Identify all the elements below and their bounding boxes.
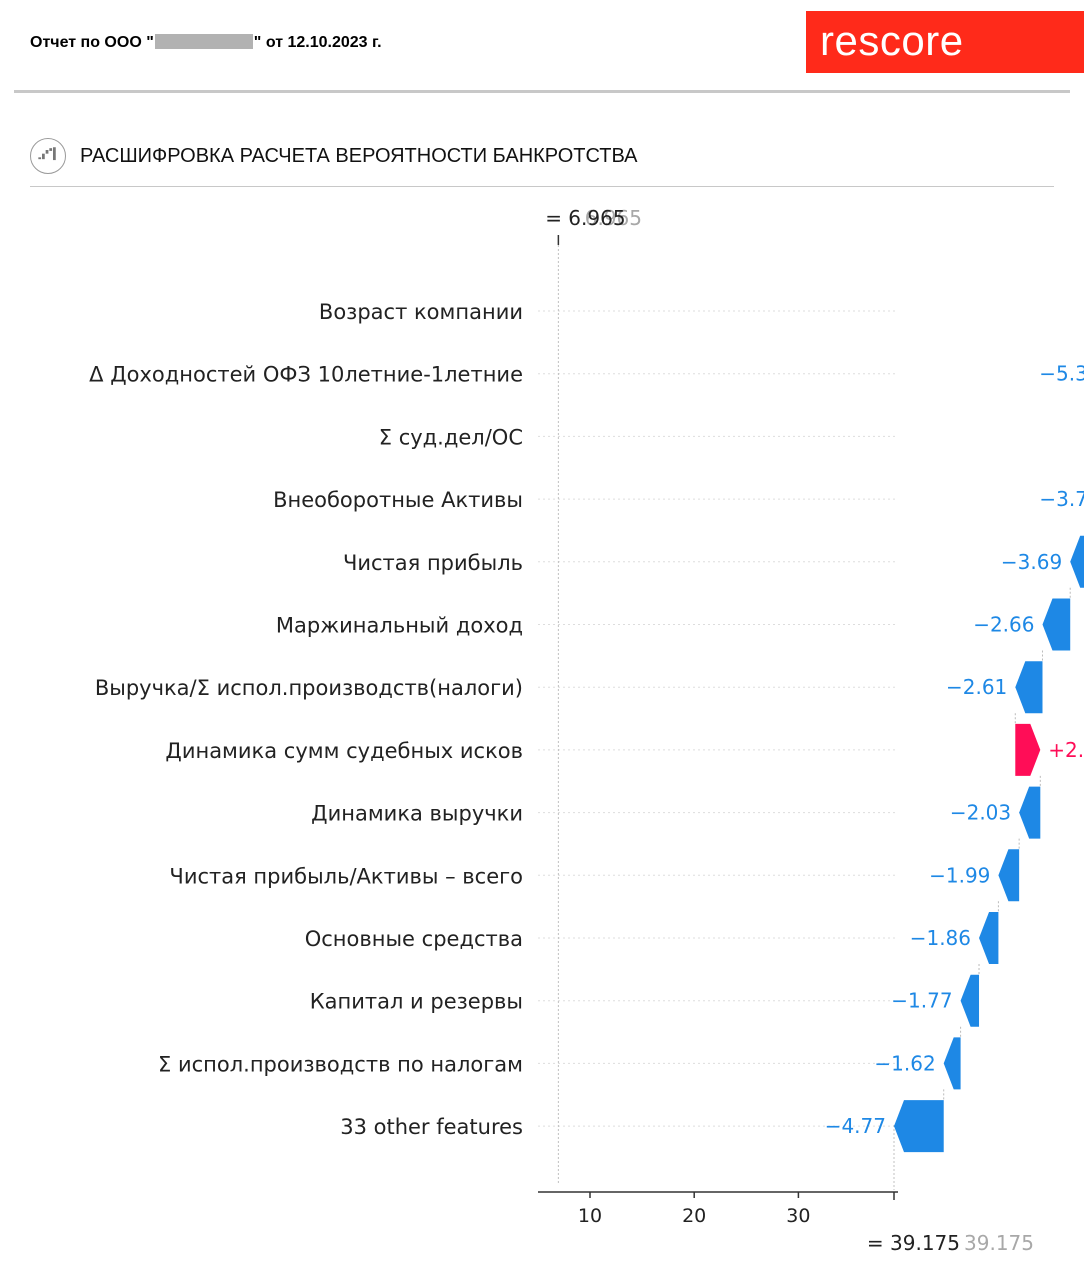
- feature-label: Σ испол.производств по налогам: [158, 1052, 523, 1076]
- bar-value-label: −3.69: [1001, 550, 1062, 574]
- waterfall-bar: [894, 1100, 944, 1153]
- header-divider: [14, 90, 1070, 93]
- base-value-label: = 6.965: [545, 206, 625, 230]
- feature-label: Σ суд.дел/ОС: [379, 425, 523, 449]
- waterfall-chart-icon: [30, 138, 66, 174]
- report-title-prefix: Отчет по ООО ": [30, 34, 154, 51]
- section-title: РАСШИФРОВКА РАСЧЕТА ВЕРОЯТНОСТИ БАНКРОТС…: [80, 145, 638, 167]
- redacted-company-name: [154, 34, 253, 49]
- feature-label: Динамика выручки: [311, 802, 523, 826]
- feature-label: 33 other features: [340, 1115, 523, 1139]
- waterfall-bar: [1015, 661, 1043, 714]
- waterfall-bar: [998, 849, 1020, 902]
- shap-waterfall-chart: −6.24Возраст компании−5.38Δ Доходностей …: [89, 206, 1084, 1255]
- feature-label: Возраст компании: [319, 300, 523, 324]
- final-value-ghost-label: 39.175: [964, 1231, 1034, 1255]
- bar-value-label: +2.4: [1048, 738, 1084, 762]
- x-tick-label: 20: [682, 1205, 706, 1227]
- bar-value-label: −4.77: [825, 1114, 886, 1138]
- feature-label: Капитал и резервы: [310, 990, 523, 1014]
- waterfall-bar: [943, 1037, 961, 1090]
- bar-value-label: −1.77: [891, 989, 952, 1013]
- base-value-ghost-label: 6.965: [585, 206, 642, 230]
- final-value-label: = 39.175: [867, 1231, 960, 1255]
- x-tick-label: 10: [578, 1205, 602, 1227]
- waterfall-bar: [960, 974, 980, 1027]
- report-title: Отчет по ООО " " от 12.10.2023 г.: [30, 34, 382, 52]
- feature-label: Маржинальный доход: [276, 614, 523, 638]
- feature-label: Динамика сумм судебных исков: [165, 739, 523, 763]
- rescore-logo: rescore: [806, 11, 1084, 73]
- bar-value-label: −3.79: [1039, 487, 1084, 511]
- section-divider: [30, 186, 1054, 187]
- waterfall-bar: [1019, 786, 1041, 839]
- bar-value-label: −2.03: [950, 801, 1011, 825]
- logo-text: rescore: [820, 17, 964, 64]
- bar-value-label: −2.66: [973, 613, 1034, 637]
- feature-label: Основные средства: [305, 927, 523, 951]
- bar-value-label: −2.61: [946, 675, 1007, 699]
- feature-label: Чистая прибыль/Активы – всего: [169, 864, 523, 888]
- feature-label: Внеоборотные Активы: [273, 488, 523, 512]
- report-title-suffix: " от 12.10.2023 г.: [253, 34, 382, 51]
- waterfall-bar: [979, 912, 999, 964]
- feature-label: Δ Доходностей ОФЗ 10летние-1летние: [89, 363, 523, 387]
- waterfall-bar: [1015, 723, 1041, 776]
- waterfall-bar: [1042, 598, 1071, 651]
- bar-value-label: −1.99: [929, 863, 990, 887]
- bar-value-label: −1.62: [874, 1051, 935, 1075]
- x-tick-label: 30: [786, 1205, 810, 1227]
- feature-label: Чистая прибыль: [343, 551, 523, 575]
- bar-value-label: −5.38: [1039, 362, 1084, 386]
- feature-label: Выручка/Σ испол.производств(налоги): [95, 676, 523, 700]
- bar-value-label: −1.86: [910, 926, 971, 950]
- waterfall-bar: [1070, 535, 1084, 588]
